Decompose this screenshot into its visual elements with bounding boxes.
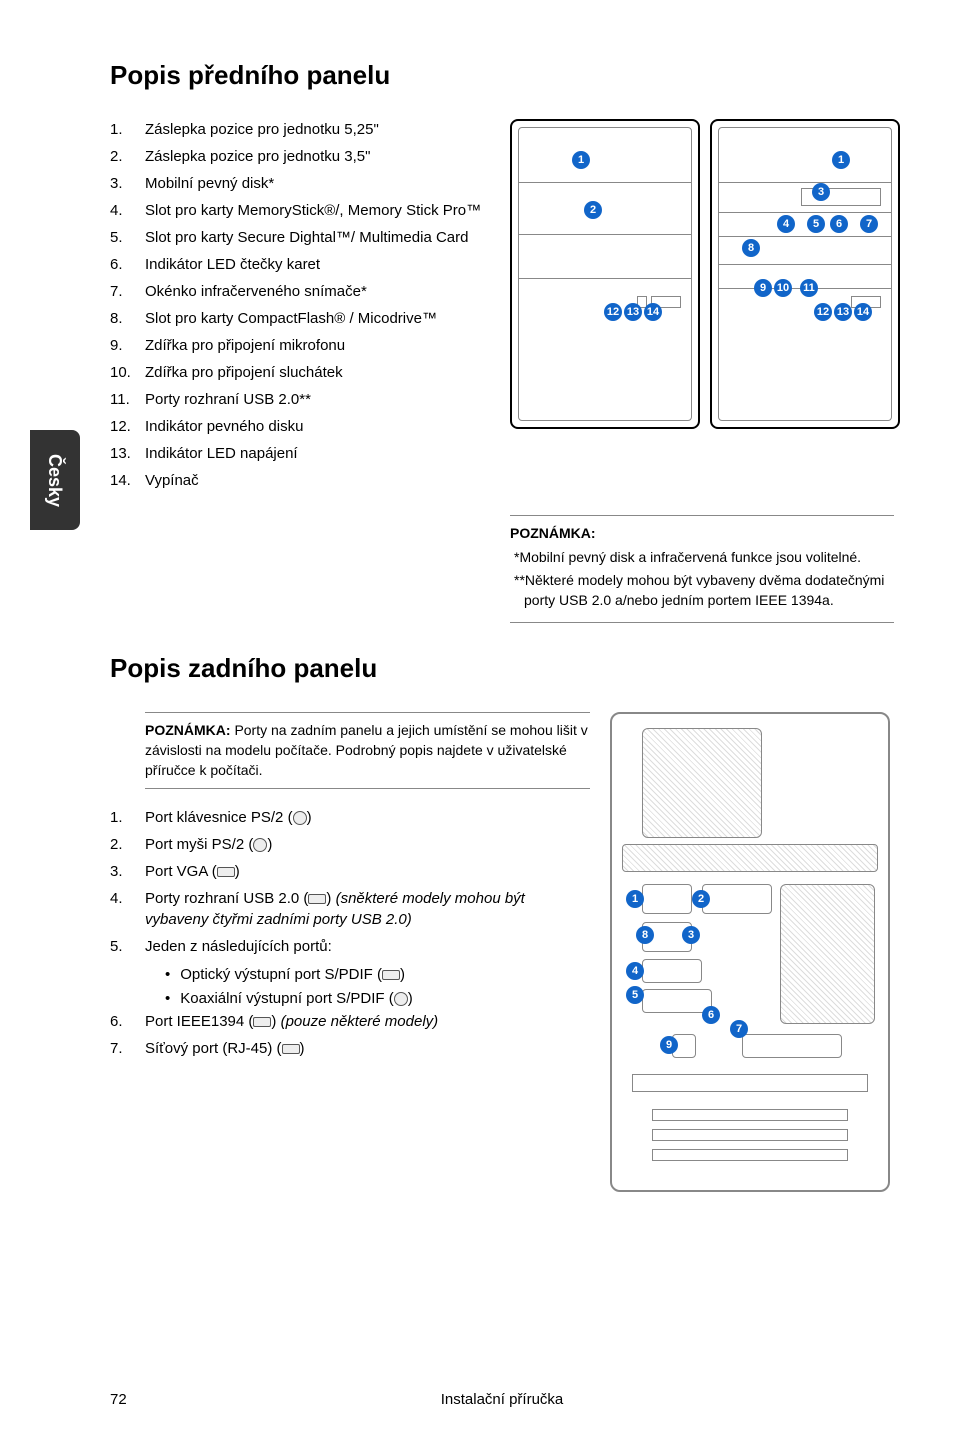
callout: 8 bbox=[742, 239, 760, 257]
language-tab-label: Česky bbox=[45, 453, 66, 506]
front-heading: Popis předního panelu bbox=[110, 60, 894, 91]
callout: 6 bbox=[702, 1006, 720, 1024]
callout: 4 bbox=[777, 215, 795, 233]
rear-sublist-item: Koaxiální výstupní port S/PDIF () bbox=[165, 987, 590, 1011]
callout: 6 bbox=[830, 215, 848, 233]
callout: 13 bbox=[834, 303, 852, 321]
rear-sublist-item: Optický výstupní port S/PDIF () bbox=[165, 963, 590, 987]
port-icon bbox=[253, 1017, 271, 1027]
front-diagrams: 1 2 12 13 14 1 3 4 5 6 7 8 9 1 bbox=[510, 119, 900, 497]
front-list-item: 14.Vypínač bbox=[110, 470, 490, 491]
callout: 11 bbox=[800, 279, 818, 297]
callout: 13 bbox=[624, 303, 642, 321]
rear-list-item: 5.Jeden z následujících portů: bbox=[110, 936, 590, 957]
callout: 10 bbox=[774, 279, 792, 297]
front-diagram-left: 1 2 12 13 14 bbox=[510, 119, 700, 429]
port-icon bbox=[382, 970, 400, 980]
callout: 2 bbox=[584, 201, 602, 219]
callout: 5 bbox=[807, 215, 825, 233]
front-list-item: 10.Zdířka pro připojení sluchátek bbox=[110, 362, 490, 383]
port-icon bbox=[308, 894, 326, 904]
note-line-2: **Některé modely mohou být vybaveny dvěm… bbox=[524, 571, 894, 610]
rear-list-item: 7.Síťový port (RJ-45) () bbox=[110, 1038, 590, 1059]
front-list-item: 4.Slot pro karty MemoryStick®/, Memory S… bbox=[110, 200, 490, 221]
front-list-item: 6.Indikátor LED čtečky karet bbox=[110, 254, 490, 275]
callout: 12 bbox=[814, 303, 832, 321]
language-tab: Česky bbox=[30, 430, 80, 530]
port-icon bbox=[394, 992, 408, 1006]
front-note: POZNÁMKA: *Mobilní pevný disk a infračer… bbox=[510, 515, 894, 623]
front-list-item: 5.Slot pro karty Secure Dightal™/ Multim… bbox=[110, 227, 490, 248]
rear-diagram: 1 2 3 4 5 6 7 8 9 bbox=[610, 712, 890, 1192]
note-line-1: *Mobilní pevný disk a infračervená funkc… bbox=[524, 548, 894, 568]
front-list-item: 8.Slot pro karty CompactFlash® / Micodri… bbox=[110, 308, 490, 329]
callout: 3 bbox=[812, 183, 830, 201]
port-icon bbox=[217, 867, 235, 877]
page-number: 72 bbox=[110, 1391, 160, 1408]
callout: 1 bbox=[572, 151, 590, 169]
front-section: 1.Záslepka pozice pro jednotku 5,25" 2.Zá… bbox=[110, 119, 894, 497]
callout: 12 bbox=[604, 303, 622, 321]
rear-left-col: POZNÁMKA: Porty na zadním panelu a jejic… bbox=[110, 712, 590, 1192]
front-list-item: 9.Zdířka pro připojení mikrofonu bbox=[110, 335, 490, 356]
front-list-item: 1.Záslepka pozice pro jednotku 5,25" bbox=[110, 119, 490, 140]
callout: 3 bbox=[682, 926, 700, 944]
front-list-item: 7.Okénko infračerveného snímače* bbox=[110, 281, 490, 302]
front-list-item: 13.Indikátor LED napájení bbox=[110, 443, 490, 464]
page-footer: 72 Instalační příručka bbox=[110, 1391, 894, 1408]
rear-list-item: 1.Port klávesnice PS/2 () bbox=[110, 807, 590, 828]
rear-section: Popis zadního panelu POZNÁMKA: Porty na … bbox=[110, 653, 894, 1192]
rear-list-item: 6.Port IEEE1394 () (pouze některé modely… bbox=[110, 1011, 590, 1032]
front-list-item: 3.Mobilní pevný disk* bbox=[110, 173, 490, 194]
rear-list-item: 4.Porty rozhraní USB 2.0 () (sněkteré mo… bbox=[110, 888, 590, 930]
note-title: POZNÁMKA: bbox=[510, 525, 596, 541]
footer-title: Instalační příručka bbox=[160, 1391, 844, 1408]
port-icon bbox=[282, 1044, 300, 1054]
rear-list-item: 3.Port VGA () bbox=[110, 861, 590, 882]
callout: 7 bbox=[860, 215, 878, 233]
rear-note: POZNÁMKA: Porty na zadním panelu a jejic… bbox=[145, 712, 590, 789]
callout: 14 bbox=[854, 303, 872, 321]
rear-list-item: 2.Port myši PS/2 () bbox=[110, 834, 590, 855]
front-list-item: 12.Indikátor pevného disku bbox=[110, 416, 490, 437]
callout: 14 bbox=[644, 303, 662, 321]
front-list-item: 11.Porty rozhraní USB 2.0** bbox=[110, 389, 490, 410]
front-list: 1.Záslepka pozice pro jednotku 5,25" 2.Zá… bbox=[110, 119, 490, 497]
front-list-item: 2.Záslepka pozice pro jednotku 3,5" bbox=[110, 146, 490, 167]
rear-note-title: POZNÁMKA: bbox=[145, 722, 234, 738]
port-icon bbox=[293, 811, 307, 825]
port-icon bbox=[253, 838, 267, 852]
callout: 1 bbox=[832, 151, 850, 169]
rear-heading: Popis zadního panelu bbox=[110, 653, 894, 684]
front-diagram-right: 1 3 4 5 6 7 8 9 10 11 12 13 14 bbox=[710, 119, 900, 429]
callout: 9 bbox=[754, 279, 772, 297]
